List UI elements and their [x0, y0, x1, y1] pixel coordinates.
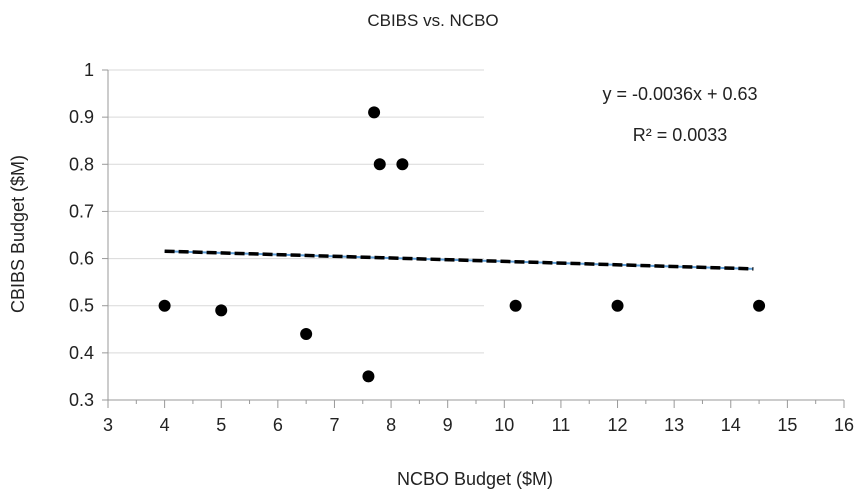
x-axis-label: NCBO Budget ($M): [397, 469, 553, 489]
y-tick-label: 0.7: [69, 201, 94, 221]
x-tick-label: 11: [552, 415, 571, 435]
data-point: [611, 299, 624, 312]
data-point: [753, 299, 766, 312]
data-point: [158, 299, 171, 312]
trendline: [164, 249, 754, 271]
x-tick-label: 14: [721, 415, 741, 435]
gridlines: [108, 69, 484, 354]
data-point: [362, 370, 375, 383]
x-tick-label: 15: [777, 415, 797, 435]
x-tick-label: 4: [160, 415, 170, 435]
y-tick-label: 0.6: [69, 249, 94, 269]
y-tick-label: 0.5: [69, 296, 94, 316]
y-tick-label: 0.4: [69, 343, 94, 363]
x-tick-label: 6: [273, 415, 283, 435]
x-tick-label: 3: [103, 415, 113, 435]
x-tick-label: 9: [443, 415, 453, 435]
trendline-r-squared: R² = 0.0033: [633, 125, 728, 145]
data-point: [215, 304, 228, 317]
data-point: [509, 299, 522, 312]
trendline-group: [164, 249, 754, 271]
x-tick-label: 8: [386, 415, 396, 435]
x-tick-label: 5: [216, 415, 226, 435]
data-point: [368, 106, 381, 119]
y-tick-label: 1: [84, 60, 94, 80]
tick-labels: 0.30.40.50.60.70.80.913 4 5 6 7 8 9 10 11 12 13 14 1…: [69, 60, 854, 435]
axes: [102, 69, 845, 408]
x-tick-label: 12: [608, 415, 628, 435]
y-tick-label: 0.9: [69, 107, 94, 127]
x-tick-label: 16: [834, 415, 854, 435]
x-tick-label: 7: [329, 415, 339, 435]
y-tick-label: 0.8: [69, 154, 94, 174]
trendline-equation: y = -0.0036x + 0.63: [602, 84, 757, 104]
data-point: [373, 158, 386, 171]
data-point: [396, 158, 409, 171]
chart-title: CBIBS vs. NCBO: [367, 11, 498, 30]
y-axis-label: CBIBS Budget ($M): [8, 155, 28, 313]
x-tick-label: 13: [664, 415, 684, 435]
data-points: [158, 106, 766, 383]
x-tick-label: 10: [494, 415, 514, 435]
data-point: [300, 328, 313, 340]
y-tick-label: 0.3: [69, 390, 94, 410]
